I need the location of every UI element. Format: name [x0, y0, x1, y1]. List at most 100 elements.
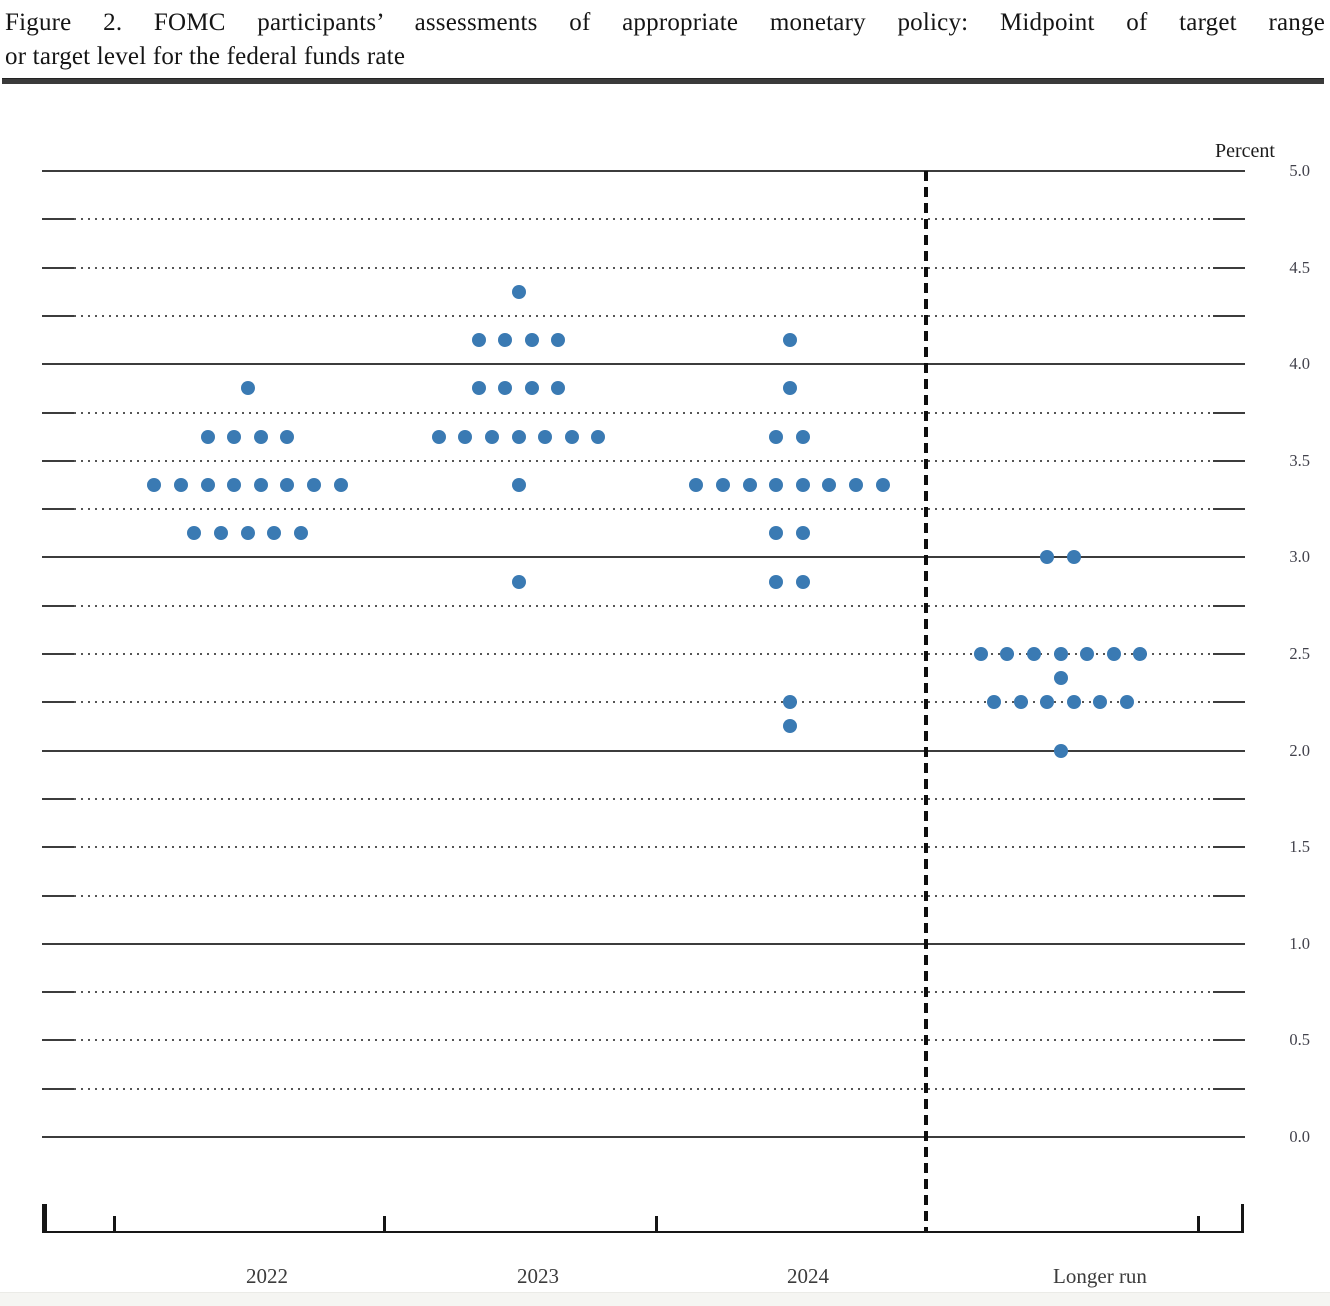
gridline-right-tick — [1213, 798, 1245, 800]
dot — [1093, 695, 1108, 710]
dot — [1000, 647, 1015, 661]
gridline-dotted — [74, 412, 1213, 414]
dot — [524, 333, 539, 348]
dot — [1053, 671, 1068, 686]
axis-tick-label: 0.5 — [1289, 1030, 1310, 1049]
dot — [498, 333, 513, 348]
dot — [769, 429, 784, 444]
x-axis-minor-tick — [655, 1216, 658, 1231]
dot — [280, 477, 295, 492]
dot — [795, 477, 810, 492]
gridline-right-tick — [1213, 508, 1245, 510]
dot — [551, 381, 566, 396]
axis-tick-label: 1.0 — [1289, 934, 1310, 953]
dot — [875, 477, 890, 492]
x-axis-line — [42, 1231, 1244, 1233]
gridline-left-dash — [42, 846, 74, 848]
gridline-left-dash — [42, 991, 74, 993]
percent-axis-label: Percent — [1215, 140, 1275, 162]
dot — [471, 381, 486, 396]
longer-run-divider-dashed-line — [924, 171, 928, 1233]
dot — [769, 574, 784, 589]
dot — [267, 526, 282, 541]
axis-tick-label: 1.5 — [1289, 837, 1310, 856]
dot — [973, 647, 988, 661]
gridline-right-tick — [1213, 267, 1245, 269]
dot — [174, 477, 188, 492]
dot — [240, 526, 255, 541]
dot — [253, 429, 268, 444]
dot — [1053, 743, 1068, 758]
dot — [987, 695, 1001, 710]
axis-tick-label: 5.0 — [1289, 161, 1310, 180]
dot — [293, 526, 308, 541]
axis-tick-label: 3.0 — [1289, 547, 1310, 566]
dot — [1053, 647, 1068, 661]
x-axis-minor-tick — [1197, 1216, 1200, 1231]
gridline-right-tick — [1213, 605, 1245, 607]
gridline-dotted — [74, 508, 1213, 510]
axis-tick-label: 2.0 — [1289, 741, 1310, 760]
gridline-left-dash — [42, 798, 74, 800]
dot — [1120, 695, 1134, 710]
dot — [511, 477, 526, 492]
dot — [227, 429, 242, 444]
dot — [1080, 647, 1095, 661]
figure-title-line2: or target level for the federal funds ra… — [5, 43, 406, 70]
category-label-2022: 2022 — [246, 1264, 288, 1288]
x-axis-end-tick-left — [42, 1204, 47, 1233]
x-axis-minor-tick — [113, 1216, 116, 1231]
figure-title-line1: Figure 2. FOMC participants’ assessments… — [5, 9, 1325, 36]
gridline-left-dash — [42, 895, 74, 897]
gridline-dotted — [74, 1039, 1213, 1041]
dot — [213, 526, 228, 541]
title-divider-rule — [2, 78, 1324, 84]
dot — [822, 477, 837, 492]
gridline-right-tick — [1213, 412, 1245, 414]
dot — [742, 477, 757, 492]
dot — [200, 477, 215, 492]
dot — [769, 526, 784, 541]
dot — [187, 526, 202, 541]
dot — [240, 381, 255, 396]
gridline-dotted — [74, 991, 1213, 993]
dot — [849, 477, 863, 492]
gridline-solid — [42, 943, 1245, 945]
dot — [458, 429, 473, 444]
gridline-solid — [42, 170, 1245, 172]
category-label-longer-run: Longer run — [1053, 1264, 1147, 1288]
gridline-right-tick — [1213, 1088, 1245, 1090]
dot — [782, 333, 797, 348]
x-axis-minor-tick — [383, 1216, 386, 1231]
x-axis-end-tick-right — [1241, 1204, 1244, 1233]
dot — [1133, 647, 1148, 661]
gridline-dotted — [74, 315, 1213, 317]
category-label-2023: 2023 — [517, 1264, 559, 1288]
gridline-left-dash — [42, 460, 74, 462]
axis-tick-label: 2.5 — [1289, 644, 1310, 663]
dot — [498, 381, 513, 396]
gridline-left-dash — [42, 653, 74, 655]
dot — [551, 333, 566, 348]
dot — [280, 429, 295, 444]
bottom-strip — [0, 1292, 1330, 1306]
dot — [471, 333, 486, 348]
gridline-left-dash — [42, 218, 74, 220]
gridline-dotted — [74, 267, 1213, 269]
dot — [307, 477, 321, 492]
dot — [147, 477, 162, 492]
axis-tick-label: 4.5 — [1289, 258, 1310, 277]
dot — [538, 429, 553, 444]
dot — [591, 429, 606, 444]
gridline-right-tick — [1213, 218, 1245, 220]
gridline-left-dash — [42, 508, 74, 510]
gridline-right-tick — [1213, 315, 1245, 317]
gridline-right-tick — [1213, 991, 1245, 993]
gridline-left-dash — [42, 1088, 74, 1090]
gridline-solid — [42, 750, 1245, 752]
gridline-dotted — [74, 605, 1213, 607]
dot — [511, 429, 526, 444]
dot — [1013, 695, 1028, 710]
gridline-dotted — [74, 798, 1213, 800]
gridline-left-dash — [42, 267, 74, 269]
